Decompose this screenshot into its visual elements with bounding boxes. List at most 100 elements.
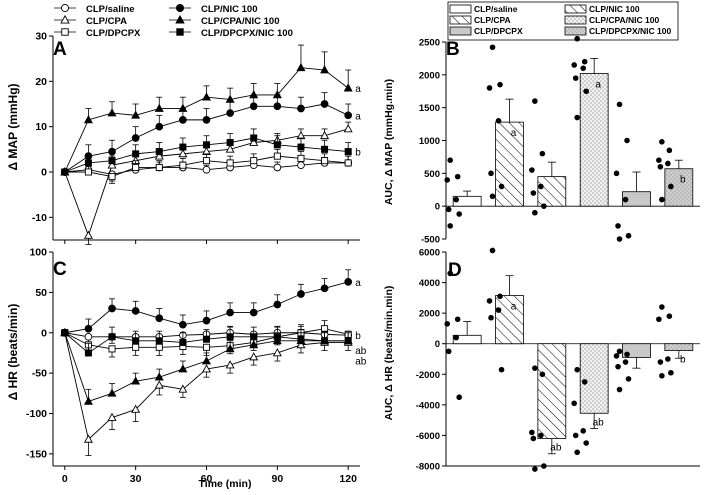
significance-label: a xyxy=(355,84,361,95)
data-point xyxy=(83,434,93,443)
data-point xyxy=(538,183,544,190)
data-point xyxy=(532,365,538,371)
panel-a-line-chart: -10 0 10 20 30 a a b xyxy=(32,31,361,245)
data-point xyxy=(571,400,577,407)
data-point xyxy=(179,320,187,329)
data-point xyxy=(226,139,234,147)
data-point xyxy=(320,130,330,140)
panel-c-ylabel: Δ HR (beats/min) xyxy=(6,304,20,401)
data-point xyxy=(616,101,623,108)
data-point xyxy=(321,157,329,165)
data-point xyxy=(201,356,212,365)
data-point xyxy=(154,151,164,160)
significance-label: a xyxy=(511,302,517,313)
data-point xyxy=(572,432,579,439)
panel-b-bar-chart: -500 0 500 1000 1500 2000 2500 a a b xyxy=(419,35,700,246)
data-point xyxy=(273,141,281,149)
data-point xyxy=(624,137,630,144)
legend-item-clp-cpa: CLP/CPA xyxy=(449,15,511,25)
gray-stipple-swatch-icon xyxy=(564,26,587,36)
data-point xyxy=(489,193,496,200)
data-point xyxy=(83,230,93,239)
legend-label: CLP/CPA/NIC 100 xyxy=(589,15,659,25)
bar-clp-dpcpx xyxy=(537,343,567,439)
data-point xyxy=(225,360,235,369)
data-point xyxy=(657,163,664,170)
data-point xyxy=(297,161,305,170)
data-point xyxy=(131,110,141,119)
data-point xyxy=(541,463,547,469)
data-point xyxy=(532,466,538,472)
data-point xyxy=(155,163,163,171)
significance-label: a xyxy=(355,111,361,122)
data-point xyxy=(625,376,632,382)
y-tick-label: 2000 xyxy=(419,70,440,81)
panel-b-ylabel: AUC, Δ MAP (mmHg.min) xyxy=(383,79,395,205)
y-tick-label: 20 xyxy=(35,76,47,88)
legend-label: CLP/DPCPX xyxy=(474,26,523,36)
y-tick-label: 2000 xyxy=(419,309,440,320)
data-point xyxy=(622,359,629,365)
data-point xyxy=(447,270,453,277)
significance-label: b xyxy=(680,355,686,366)
stipple-swatch-icon xyxy=(564,15,587,25)
data-point xyxy=(613,353,620,359)
data-point xyxy=(202,343,211,351)
data-point xyxy=(498,183,505,190)
legend-marker xyxy=(60,14,70,24)
significance-label: ab xyxy=(355,356,367,367)
data-point xyxy=(155,314,164,323)
gray-swatch-icon xyxy=(449,26,472,36)
data-point xyxy=(155,122,164,131)
data-point xyxy=(656,316,662,323)
panel-d-ylabel: AUC, Δ HR (beats/min.min) xyxy=(383,286,395,421)
legend-label: CLP/CPA xyxy=(86,16,127,27)
legend-marker xyxy=(175,14,185,24)
bar-legend: CLP/saline CLP/NIC 100 CLP/CPA CLP/CPA/N… xyxy=(447,1,679,41)
y-tick-label: 100 xyxy=(29,247,47,259)
data-point xyxy=(154,372,164,381)
series-line xyxy=(64,281,349,334)
data-point xyxy=(486,85,493,91)
panel-letter-a: A xyxy=(53,39,67,60)
panel-letter-c: C xyxy=(53,259,67,280)
data-point xyxy=(201,364,212,373)
data-point xyxy=(108,157,116,165)
data-point xyxy=(178,384,188,393)
data-point xyxy=(574,35,580,42)
plain-swatch-icon xyxy=(449,4,472,14)
data-point xyxy=(497,293,503,300)
data-point xyxy=(344,159,352,167)
legend-label: CLP/DPCPX/NIC 100 xyxy=(201,28,293,39)
legend-marker xyxy=(61,28,69,36)
y-tick-label: 10 xyxy=(35,121,47,133)
data-point xyxy=(61,168,69,176)
data-point xyxy=(320,284,329,293)
data-point xyxy=(659,196,665,203)
filled-circle-marker-icon xyxy=(169,3,191,13)
data-point xyxy=(666,313,673,320)
data-point xyxy=(344,337,352,345)
legend-item-clp-dpcpx: CLP/DPCPX xyxy=(54,28,141,39)
data-point xyxy=(489,247,496,254)
bar-clp-cpa xyxy=(495,121,524,207)
series-clp-nic-100 xyxy=(60,269,353,337)
data-point xyxy=(273,163,282,172)
y-tick-label: 0 xyxy=(435,339,440,350)
data-point xyxy=(202,316,211,325)
panel-d-bar-chart: -8000 -6000 -4000 -2000 0 2000 4000 6000 a ab ab b xyxy=(416,248,700,473)
data-point xyxy=(131,376,141,385)
data-point xyxy=(179,338,187,346)
legend-label: CLP/CPA xyxy=(474,15,511,25)
y-tick-label: 30 xyxy=(35,31,47,43)
data-point xyxy=(445,206,452,213)
data-point xyxy=(616,386,623,393)
legend-item-clp-dpcpx-nic100: CLP/DPCPX/NIC 100 xyxy=(564,26,671,36)
data-point xyxy=(272,335,282,345)
data-point xyxy=(447,157,453,163)
data-point xyxy=(132,343,140,351)
legend-item-clp-cpa: CLP/CPA xyxy=(54,14,127,27)
data-point xyxy=(571,62,577,68)
data-point xyxy=(454,173,461,180)
data-point xyxy=(453,334,459,341)
